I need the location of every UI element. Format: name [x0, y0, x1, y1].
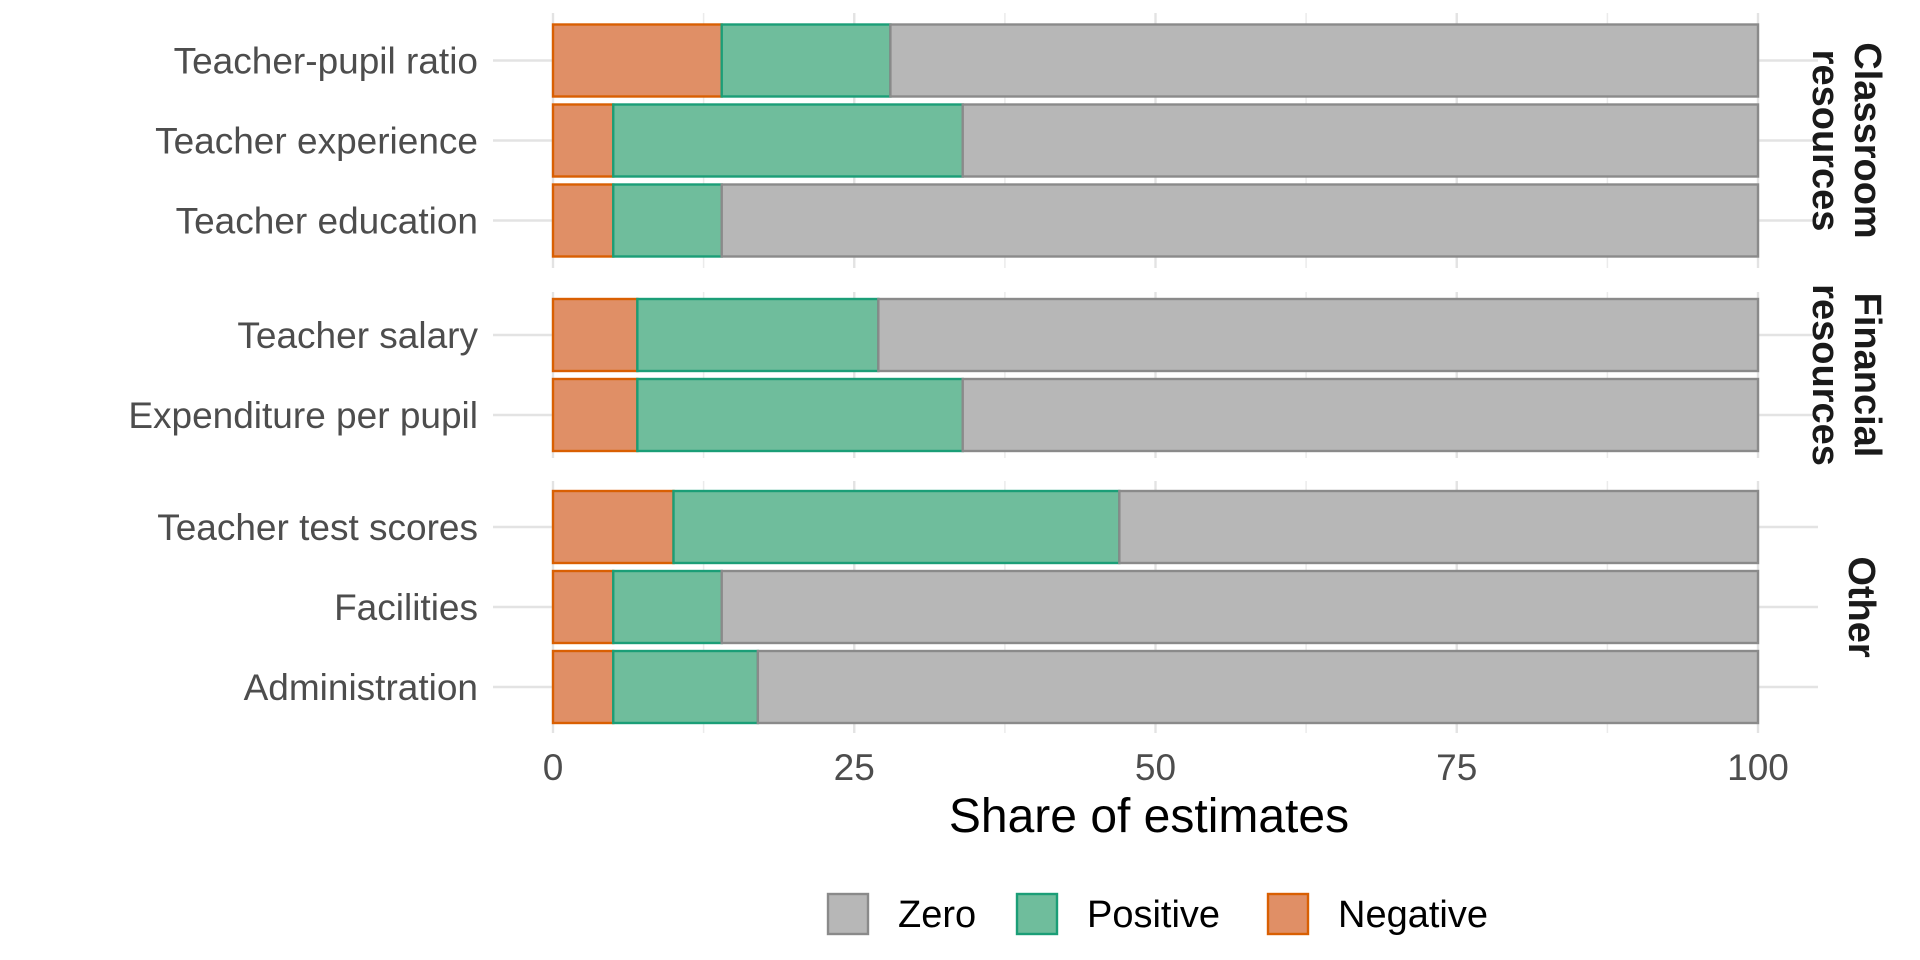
bar-zero-teacher-experience: [961, 103, 1760, 178]
y-tick-label-teacher-pupil-ratio: Teacher-pupil ratio: [174, 41, 478, 82]
y-tick-label-facilities: Facilities: [334, 587, 478, 628]
legend-item-negative: Negative: [1266, 892, 1488, 936]
bar-zero-facilities: [720, 569, 1760, 645]
x-tick-label-50: 50: [1135, 747, 1176, 788]
bar-negative-teacher-pupil-ratio: [551, 23, 723, 98]
y-tick-label-teacher-experience: Teacher experience: [155, 121, 478, 162]
strip-label-text: Financialresources: [1804, 284, 1888, 466]
x-axis-title: Share of estimates: [949, 790, 1349, 843]
bar-zero-teacher-education: [720, 183, 1760, 258]
legend-item-zero: Zero: [826, 892, 976, 936]
bar-negative-teacher-test-scores: [551, 489, 675, 565]
facet-strip-labels: Classroomresources Financialresources Othe…: [1804, 42, 1888, 658]
y-tick-label-expenditure-per-pupil: Expenditure per pupil: [128, 395, 478, 436]
bar-zero-teacher-pupil-ratio: [889, 23, 1760, 98]
y-tick-labels: Teacher-pupil ratio Teacher experience Tea…: [128, 41, 478, 709]
bar-negative-teacher-education: [551, 183, 615, 258]
strip-label-classroom-resources: Classroomresources: [1804, 42, 1888, 238]
legend-swatch-negative: [1266, 892, 1310, 936]
bar-negative-administration: [551, 649, 615, 725]
bar-positive-administration: [612, 649, 760, 725]
bar-negative-expenditure-per-pupil: [551, 377, 639, 453]
bar-zero-administration: [756, 649, 1760, 725]
bar-positive-teacher-pupil-ratio: [720, 23, 892, 98]
bar-positive-teacher-salary: [636, 297, 880, 373]
legend-label-positive: Positive: [1087, 894, 1220, 936]
bar-zero-teacher-salary: [877, 297, 1760, 373]
legend: Zero Positive Negative: [826, 892, 1488, 936]
bar-positive-teacher-test-scores: [672, 489, 1121, 565]
x-tick-label-75: 75: [1436, 747, 1477, 788]
bar-positive-teacher-education: [612, 183, 723, 258]
x-tick-labels: 0 25 50 75 100: [543, 747, 1789, 788]
strip-label-financial-resources: Financialresources: [1804, 284, 1888, 466]
strip-label-other: Other: [1840, 556, 1882, 658]
bar-zero-teacher-test-scores: [1118, 489, 1760, 565]
x-tick-label-0: 0: [543, 747, 564, 788]
strip-label-text: Other: [1840, 556, 1882, 658]
legend-label-negative: Negative: [1338, 894, 1488, 936]
legend-item-positive: Positive: [1015, 892, 1220, 936]
bar-zero-expenditure-per-pupil: [961, 377, 1760, 453]
bars-layer: [551, 23, 1760, 725]
legend-label-zero: Zero: [898, 894, 976, 936]
x-tick-label-25: 25: [834, 747, 875, 788]
bar-negative-teacher-salary: [551, 297, 639, 373]
strip-label-text: Classroomresources: [1804, 42, 1888, 238]
y-tick-label-teacher-test-scores: Teacher test scores: [157, 507, 478, 548]
x-tick-label-100: 100: [1727, 747, 1789, 788]
legend-swatch-zero: [826, 892, 870, 936]
y-tick-label-administration: Administration: [244, 667, 478, 708]
bar-negative-teacher-experience: [551, 103, 615, 178]
bar-positive-teacher-experience: [612, 103, 964, 178]
y-tick-label-teacher-education: Teacher education: [176, 201, 478, 242]
bar-positive-expenditure-per-pupil: [636, 377, 964, 453]
bar-negative-facilities: [551, 569, 615, 645]
bar-positive-facilities: [612, 569, 723, 645]
legend-swatch-positive: [1015, 892, 1059, 936]
y-tick-label-teacher-salary: Teacher salary: [237, 315, 478, 356]
